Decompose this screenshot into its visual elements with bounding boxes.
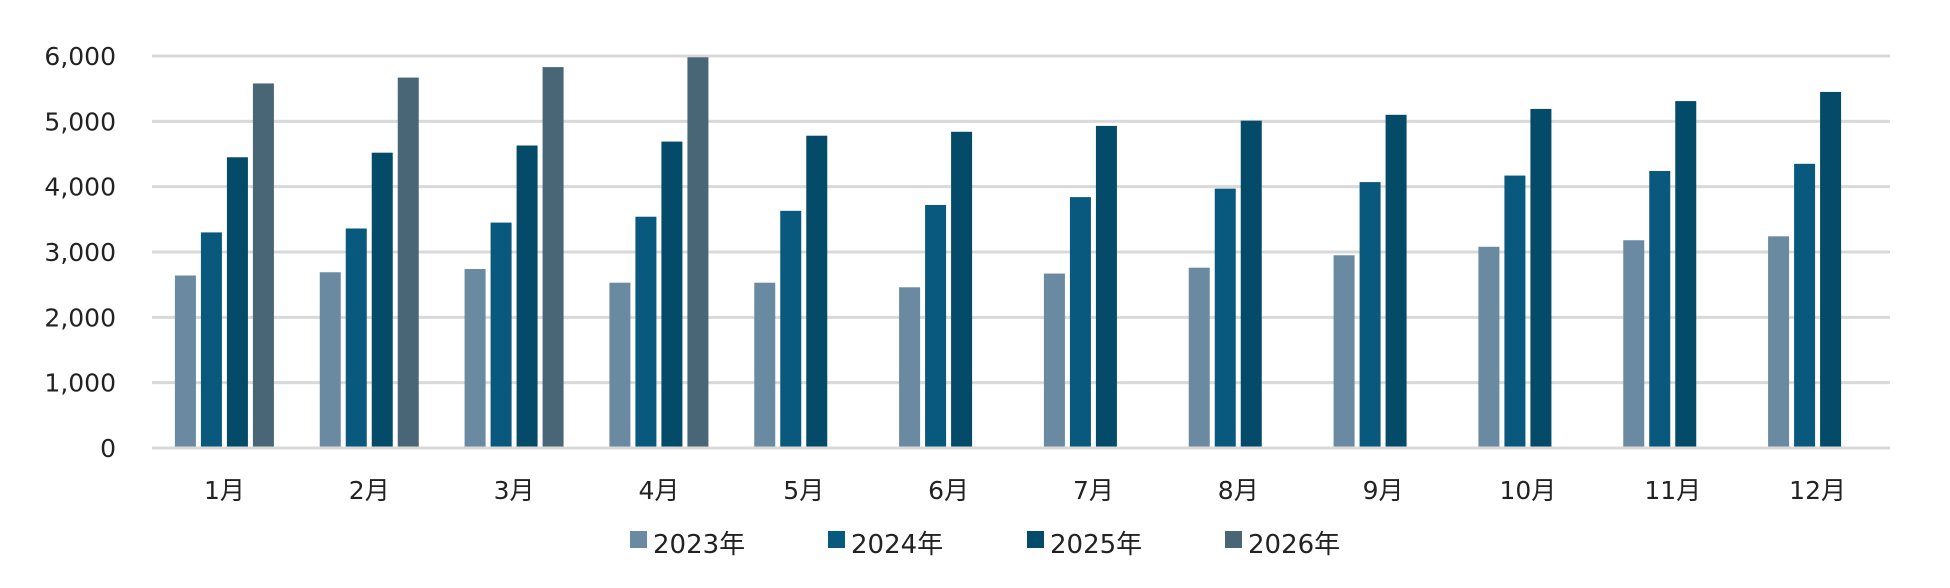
- bar-2025年-9月: [1385, 114, 1407, 449]
- bar-2023年-12月: [1768, 236, 1790, 448]
- bar-2025年-11月: [1675, 101, 1697, 448]
- x-category-label: 2月: [349, 476, 390, 505]
- gridlines: [152, 54, 1890, 385]
- bar-2023年-11月: [1623, 240, 1645, 448]
- legend-item: 2026年: [1225, 530, 1340, 560]
- bar-2025年-7月: [1095, 125, 1117, 448]
- x-category-label: 5月: [783, 476, 824, 505]
- bar-2024年-5月: [780, 210, 802, 448]
- legend-item: 2023年: [630, 530, 745, 560]
- x-category-label: 9月: [1363, 476, 1404, 505]
- bar-2023年-3月: [464, 268, 486, 448]
- legend: 2023年 2024年 2025年 2026年: [630, 530, 1340, 560]
- bar-2026年-3月: [542, 67, 564, 449]
- bar-2024年-6月: [925, 204, 947, 448]
- y-tick-label: 0: [100, 434, 116, 463]
- x-category-label: 8月: [1218, 476, 1259, 505]
- y-tick-label: 2,000: [44, 303, 116, 332]
- legend-label: 2026年: [1248, 530, 1340, 560]
- bar-2023年-6月: [899, 287, 921, 448]
- legend-swatch: [828, 531, 845, 548]
- bar-2023年-4月: [609, 282, 631, 448]
- bar-2024年-11月: [1649, 170, 1671, 448]
- bar-2024年-2月: [345, 228, 367, 448]
- bar-2024年-10月: [1504, 175, 1526, 448]
- bar-2025年-1月: [226, 157, 248, 448]
- x-category-label: 7月: [1073, 476, 1114, 505]
- bar-2024年-9月: [1359, 182, 1381, 449]
- bar-2025年-10月: [1530, 108, 1552, 449]
- bars: [174, 57, 1842, 449]
- legend-item: 2025年: [1027, 530, 1142, 560]
- y-tick-label: 3,000: [44, 238, 116, 267]
- x-category-label: 1月: [204, 476, 245, 505]
- bar-2026年-2月: [397, 77, 419, 448]
- y-tick-label: 6,000: [44, 42, 116, 71]
- x-category-label: 12月: [1789, 476, 1846, 505]
- bar-2023年-10月: [1478, 246, 1500, 448]
- y-axis-tick-labels: 0 1,000 2,000 3,000 4,000 5,000 6,000: [44, 42, 116, 463]
- bar-2025年-4月: [661, 141, 683, 448]
- x-category-label: 4月: [638, 476, 679, 505]
- x-category-label: 3月: [494, 476, 535, 505]
- bar-2023年-1月: [174, 275, 196, 448]
- bar-2026年-4月: [687, 57, 709, 448]
- bar-2024年-8月: [1214, 188, 1236, 449]
- bar-2023年-9月: [1333, 255, 1355, 448]
- bar-2025年-2月: [371, 152, 393, 448]
- bar-2023年-8月: [1188, 267, 1210, 448]
- legend-swatch: [630, 531, 647, 548]
- legend-label: 2024年: [851, 530, 943, 560]
- bar-2024年-4月: [635, 216, 657, 448]
- bar-2025年-12月: [1820, 91, 1842, 448]
- bar-2025年-3月: [516, 145, 538, 449]
- bar-2024年-12月: [1794, 163, 1816, 449]
- bar-2023年-5月: [754, 282, 776, 448]
- bar-2023年-7月: [1043, 273, 1065, 448]
- bar-2024年-3月: [490, 222, 512, 448]
- y-tick-label: 1,000: [44, 369, 116, 398]
- x-category-label: 6月: [928, 476, 969, 505]
- bar-2023年-2月: [319, 272, 341, 448]
- bar-2025年-6月: [951, 131, 973, 448]
- x-axis-category-labels: 1月 2月 3月 4月 5月 6月 7月 8月 9月 10月 11月 12月: [204, 476, 1846, 505]
- legend-label: 2025年: [1050, 530, 1142, 560]
- legend-item: 2024年: [828, 530, 943, 560]
- bar-2024年-7月: [1069, 197, 1091, 448]
- bar-2024年-1月: [200, 232, 222, 448]
- x-category-label: 10月: [1500, 476, 1557, 505]
- legend-label: 2023年: [653, 530, 745, 560]
- legend-swatch: [1225, 531, 1242, 548]
- y-tick-label: 5,000: [44, 107, 116, 136]
- bar-2025年-8月: [1240, 120, 1262, 449]
- bar-2026年-1月: [252, 83, 274, 448]
- y-tick-label: 4,000: [44, 173, 116, 202]
- x-category-label: 11月: [1644, 476, 1701, 505]
- legend-swatch: [1027, 531, 1044, 548]
- bar-2025年-5月: [806, 135, 828, 448]
